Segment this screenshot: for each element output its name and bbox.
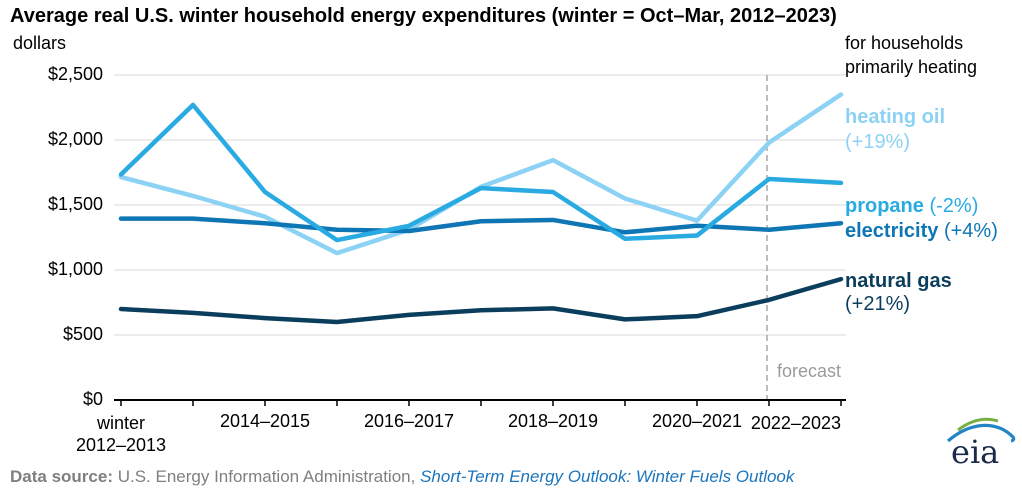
series-label-heating-oil-change: (+19%) [845, 131, 910, 154]
x-tick-2022-2023: 2022–2023 [750, 413, 841, 433]
x-tick-winter-2012-2013: winter 2012–2013 [41, 412, 201, 456]
series-line-propane [118, 102, 844, 243]
eia-logo-text: eia [951, 433, 999, 471]
eia-logo: eia [946, 417, 1016, 471]
series-label-natural-gas: natural gas [845, 270, 952, 293]
data-source-agency: U.S. Energy Information Administration, [112, 467, 421, 486]
electricity-name: electricity [845, 220, 939, 242]
y-tick-1000: $1,000 [47, 259, 103, 279]
y-tick-0: $0 [82, 389, 103, 409]
propane-change: (-2%) [929, 195, 979, 217]
households-note: for households primarily heating [845, 31, 977, 79]
chart-title: Average real U.S. winter household energ… [10, 5, 837, 27]
series-label-electricity: electricity (+4%) [845, 220, 998, 243]
eia-logo-green-swoosh [957, 417, 999, 432]
series-label-natural-gas-change: (+21%) [845, 293, 910, 316]
x-tick-2016-2017: 2016–2017 [363, 411, 455, 431]
natural-gas-change: (+21%) [845, 293, 911, 315]
x-tick-2020-2021: 2020–2021 [651, 411, 743, 431]
natural-gas-name: natural gas [845, 270, 952, 292]
series-line-natural-gas [118, 276, 844, 325]
data-source-prefix: Data source: [10, 467, 113, 486]
eia-logo-blue-swoosh [946, 423, 1016, 443]
x-tick-winter-line2: 2012–2013 [75, 435, 167, 455]
households-note-line2: primarily heating [845, 57, 978, 77]
y-tick-2500: $2,500 [47, 64, 103, 84]
x-tick-2014-2015: 2014–2015 [219, 411, 311, 431]
series-label-heating-oil: heating oil [845, 106, 945, 129]
y-tick-1500: $1,500 [47, 194, 103, 214]
households-note-line1: for households [845, 33, 964, 53]
forecast-annotation: forecast [777, 361, 842, 381]
y-tick-500: $500 [62, 324, 103, 344]
propane-name: propane [845, 195, 924, 217]
y-axis-unit-label: dollars [13, 33, 67, 53]
series-line-electricity [118, 216, 844, 235]
heating-oil-change: (+19%) [845, 131, 911, 153]
data-source-publication: Short-Term Energy Outlook: Winter Fuels … [420, 467, 795, 486]
electricity-change: (+4%) [943, 220, 998, 242]
y-tick-2000: $2,000 [47, 129, 103, 149]
x-tick-winter-line1: winter [96, 413, 145, 433]
series-label-propane: propane (-2%) [845, 195, 978, 218]
data-source-line: Data source: U.S. Energy Information Adm… [10, 467, 794, 487]
x-tick-2018-2019: 2018–2019 [507, 411, 599, 431]
heating-oil-name: heating oil [845, 106, 945, 128]
